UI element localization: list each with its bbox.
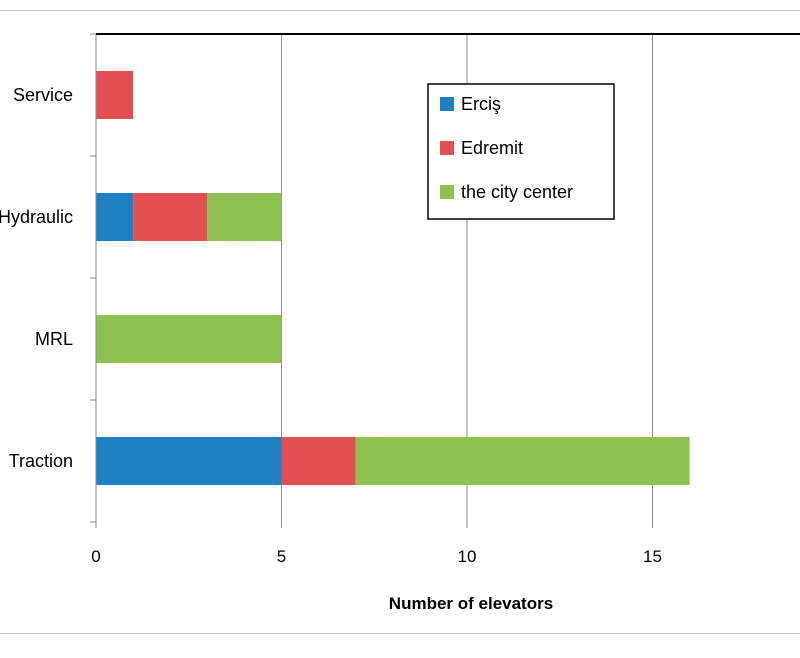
legend-label: Edremit <box>461 138 523 158</box>
chart-frame <box>0 10 800 634</box>
legend: Erciş Edremit the city center <box>427 83 615 220</box>
category-label: MRL <box>35 329 73 349</box>
x-ticks: 0 5 10 15 <box>91 522 662 566</box>
x-axis-title: Number of elevators <box>389 594 553 613</box>
bar-hydraulic-the-city-center <box>207 193 282 241</box>
bar-mrl-the-city-center <box>96 315 282 363</box>
x-tick-label: 10 <box>458 547 477 566</box>
x-tick-label: 5 <box>277 547 286 566</box>
bar-hydraulic-erciş <box>96 193 134 241</box>
bar-traction-the-city-center <box>355 437 690 485</box>
category-label: Service <box>13 85 73 105</box>
legend-label: the city center <box>461 182 573 202</box>
y-ticks <box>90 33 96 523</box>
legend-label: Erciş <box>461 94 501 114</box>
x-tick-label: 0 <box>91 547 100 566</box>
legend-box <box>427 83 615 220</box>
x-tick-label: 15 <box>643 547 662 566</box>
legend-swatch <box>440 97 454 111</box>
category-labels: Traction MRL Hydraulic Service <box>0 85 73 471</box>
category-label: Traction <box>9 451 73 471</box>
bar-hydraulic-edremit <box>133 193 208 241</box>
legend-swatch <box>440 185 454 199</box>
bar-service-edremit <box>96 71 134 119</box>
bar-traction-edremit <box>281 437 356 485</box>
bar-traction-erciş <box>96 437 282 485</box>
category-label: Hydraulic <box>0 207 73 227</box>
bars <box>96 71 690 485</box>
legend-swatch <box>440 141 454 155</box>
